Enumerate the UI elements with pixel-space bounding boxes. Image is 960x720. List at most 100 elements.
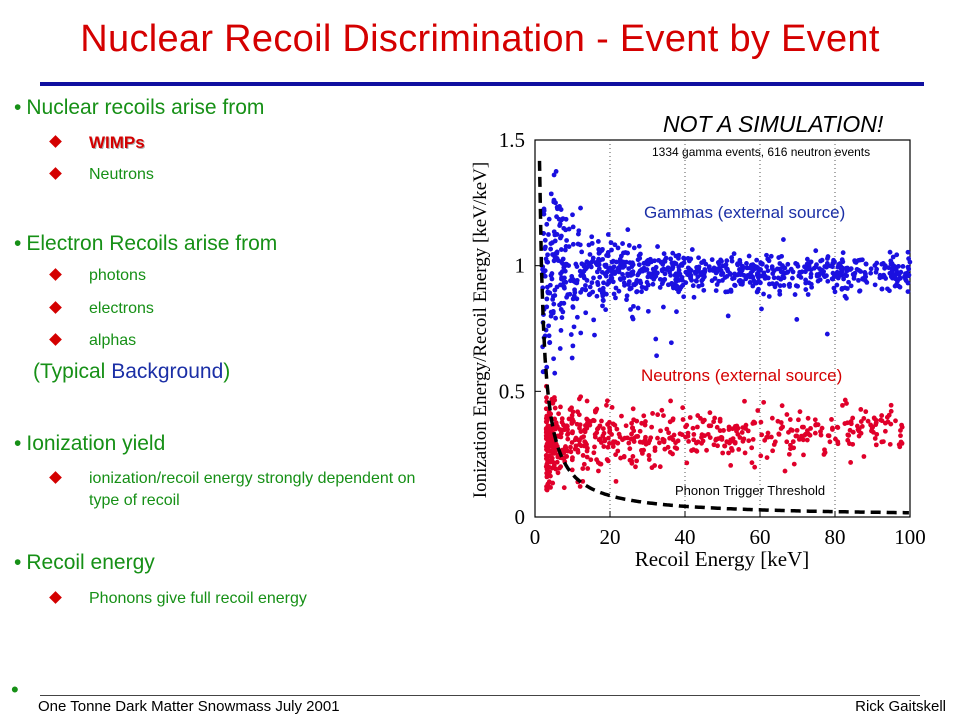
neutron-point <box>635 434 641 439</box>
gamma-point <box>639 284 645 290</box>
neutron-point <box>720 450 726 456</box>
neutron-point <box>732 423 738 429</box>
gamma-point <box>595 282 601 288</box>
neutron-point <box>869 425 875 431</box>
neutron-point <box>770 448 776 454</box>
gamma-point <box>777 288 783 294</box>
gamma-point <box>728 272 733 277</box>
gamma-point <box>805 292 811 297</box>
neutron-point <box>863 409 869 415</box>
footer-left: One Tonne Dark Matter Snowmass July 2001 <box>38 698 340 715</box>
neutron-point <box>695 413 701 418</box>
neutron-point <box>614 426 620 432</box>
neutron-point <box>568 444 573 450</box>
neutron-point <box>729 438 734 444</box>
bullet-recoil-energy: • Recoil energy <box>14 551 155 574</box>
gamma-point <box>868 266 874 272</box>
x-axis-label: Recoil Energy [keV] <box>635 547 810 571</box>
neutron-point <box>865 418 871 424</box>
neutron-point <box>657 440 662 446</box>
gamma-point <box>781 283 787 288</box>
neutron-point <box>584 454 590 460</box>
neutron-point <box>772 439 778 445</box>
gamma-point <box>741 273 747 278</box>
gamma-point <box>698 271 704 277</box>
x-tick-label: 60 <box>750 525 771 549</box>
gamma-point <box>701 287 707 293</box>
neutron-point <box>564 423 570 429</box>
gamma-point <box>890 254 896 260</box>
gamma-point <box>648 272 654 278</box>
neutron-point <box>788 442 793 448</box>
neutron-point <box>825 433 831 438</box>
neutron-point <box>659 407 665 413</box>
yield-scatter-chart: 0 20 40 60 80 100 0 0.5 1 1.5 Recoil Energy [keV]… <box>470 111 926 571</box>
neutron-point <box>567 407 573 412</box>
gamma-point <box>756 266 762 272</box>
neutron-point <box>544 474 550 480</box>
gamma-point <box>892 283 898 289</box>
gamma-point <box>552 293 558 298</box>
gamma-point <box>735 272 740 278</box>
gamma-point <box>562 275 567 281</box>
gamma-point <box>613 285 619 291</box>
neutron-point <box>594 406 600 412</box>
neutron-point <box>871 415 877 421</box>
gamma-point <box>621 280 627 286</box>
gamma-point <box>611 264 617 270</box>
gamma-point <box>794 317 800 322</box>
gamma-point <box>718 257 724 263</box>
gamma-point <box>603 307 609 313</box>
neutron-point <box>685 430 691 436</box>
gamma-point <box>542 244 548 250</box>
neutron-point <box>779 403 785 409</box>
gamma-point <box>620 241 625 246</box>
neutrons-label: Neutrons (external source) <box>641 366 842 385</box>
gamma-point <box>891 272 896 278</box>
x-tick-label: 20 <box>600 525 621 549</box>
neutron-point <box>609 404 615 410</box>
neutron-point <box>584 424 590 430</box>
gamma-point <box>587 291 593 297</box>
neutron-point <box>588 457 594 463</box>
neutron-point <box>742 398 747 404</box>
gamma-point <box>675 271 681 276</box>
gamma-point <box>564 238 570 243</box>
gamma-point <box>715 267 721 273</box>
neutron-point <box>842 397 848 403</box>
gamma-point <box>553 169 559 174</box>
gamma-point <box>546 333 552 339</box>
neutron-point <box>597 461 603 467</box>
gamma-point <box>688 273 693 279</box>
neutron-point <box>601 444 607 449</box>
gamma-point <box>746 253 752 259</box>
gamma-point <box>574 314 580 320</box>
gamma-point <box>563 263 569 268</box>
gamma-point <box>842 293 848 299</box>
gamma-point <box>699 282 705 288</box>
neutron-point <box>736 446 742 452</box>
gamma-point <box>808 274 814 280</box>
x-tick-label: 80 <box>825 525 846 549</box>
gamma-point <box>558 328 564 333</box>
title-rule <box>40 82 924 86</box>
gamma-point <box>735 261 741 267</box>
gamma-point <box>706 265 712 271</box>
neutron-point <box>801 424 806 430</box>
gamma-point <box>634 289 639 295</box>
footer-right: Rick Gaitskell <box>855 698 946 715</box>
gamma-point <box>597 274 603 280</box>
gamma-point <box>655 244 660 249</box>
gamma-point <box>673 261 679 267</box>
gamma-point <box>657 285 663 290</box>
gamma-point <box>661 304 666 310</box>
gamma-point <box>563 279 569 285</box>
gamma-point <box>544 304 550 310</box>
gamma-point <box>793 283 799 289</box>
gamma-point <box>546 323 552 329</box>
neutron-point <box>721 428 726 433</box>
gamma-point <box>896 272 902 277</box>
neutron-point <box>873 442 879 448</box>
gammas-label: Gammas (external source) <box>644 203 845 222</box>
neutron-point <box>557 434 562 440</box>
